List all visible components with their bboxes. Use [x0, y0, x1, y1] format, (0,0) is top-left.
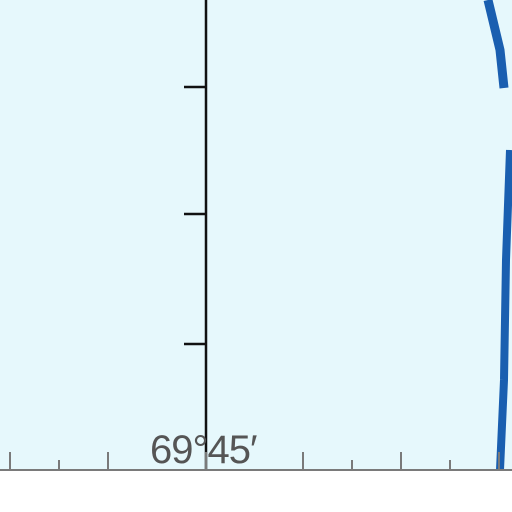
- water-area: [0, 0, 512, 470]
- meridian-longitude-label: 69°45′: [150, 428, 257, 472]
- coastline-upper: [483, 0, 509, 89]
- coastline-lower: [496, 149, 512, 471]
- chart-border-strip: [0, 470, 512, 512]
